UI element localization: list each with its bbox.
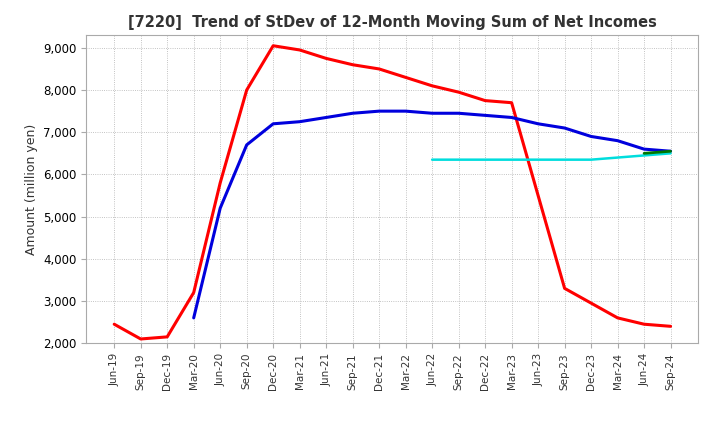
5 Years bbox=[401, 109, 410, 114]
5 Years bbox=[216, 205, 225, 211]
5 Years bbox=[534, 121, 542, 126]
10 Years bbox=[666, 149, 675, 154]
5 Years bbox=[322, 115, 330, 120]
5 Years bbox=[640, 147, 649, 152]
Line: 3 Years: 3 Years bbox=[114, 46, 670, 339]
3 Years bbox=[640, 322, 649, 327]
7 Years bbox=[560, 157, 569, 162]
7 Years bbox=[666, 150, 675, 156]
3 Years bbox=[375, 66, 384, 72]
5 Years bbox=[613, 138, 622, 143]
5 Years bbox=[560, 125, 569, 131]
5 Years bbox=[508, 115, 516, 120]
Line: 5 Years: 5 Years bbox=[194, 111, 670, 318]
3 Years bbox=[666, 324, 675, 329]
3 Years bbox=[136, 336, 145, 341]
3 Years bbox=[322, 56, 330, 61]
3 Years bbox=[428, 83, 436, 88]
3 Years bbox=[613, 315, 622, 320]
3 Years bbox=[243, 88, 251, 93]
7 Years bbox=[481, 157, 490, 162]
7 Years bbox=[508, 157, 516, 162]
3 Years bbox=[295, 48, 304, 53]
3 Years bbox=[454, 89, 463, 95]
5 Years bbox=[454, 110, 463, 116]
3 Years bbox=[534, 193, 542, 198]
3 Years bbox=[163, 334, 171, 340]
5 Years bbox=[481, 113, 490, 118]
5 Years bbox=[189, 315, 198, 320]
Title: [7220]  Trend of StDev of 12-Month Moving Sum of Net Incomes: [7220] Trend of StDev of 12-Month Moving… bbox=[128, 15, 657, 30]
5 Years bbox=[428, 110, 436, 116]
3 Years bbox=[587, 301, 595, 306]
7 Years bbox=[428, 157, 436, 162]
7 Years bbox=[613, 155, 622, 160]
5 Years bbox=[375, 109, 384, 114]
5 Years bbox=[587, 134, 595, 139]
7 Years bbox=[640, 153, 649, 158]
3 Years bbox=[560, 286, 569, 291]
7 Years bbox=[454, 157, 463, 162]
3 Years bbox=[481, 98, 490, 103]
Line: 10 Years: 10 Years bbox=[644, 151, 670, 153]
3 Years bbox=[216, 180, 225, 186]
7 Years bbox=[534, 157, 542, 162]
3 Years bbox=[269, 43, 277, 48]
5 Years bbox=[666, 149, 675, 154]
7 Years bbox=[587, 157, 595, 162]
3 Years bbox=[348, 62, 357, 67]
Line: 7 Years: 7 Years bbox=[432, 153, 670, 160]
3 Years bbox=[401, 75, 410, 80]
3 Years bbox=[189, 290, 198, 295]
5 Years bbox=[269, 121, 277, 126]
Y-axis label: Amount (million yen): Amount (million yen) bbox=[24, 124, 37, 255]
10 Years bbox=[640, 150, 649, 156]
3 Years bbox=[110, 322, 119, 327]
5 Years bbox=[243, 142, 251, 147]
5 Years bbox=[295, 119, 304, 125]
3 Years bbox=[508, 100, 516, 105]
5 Years bbox=[348, 110, 357, 116]
